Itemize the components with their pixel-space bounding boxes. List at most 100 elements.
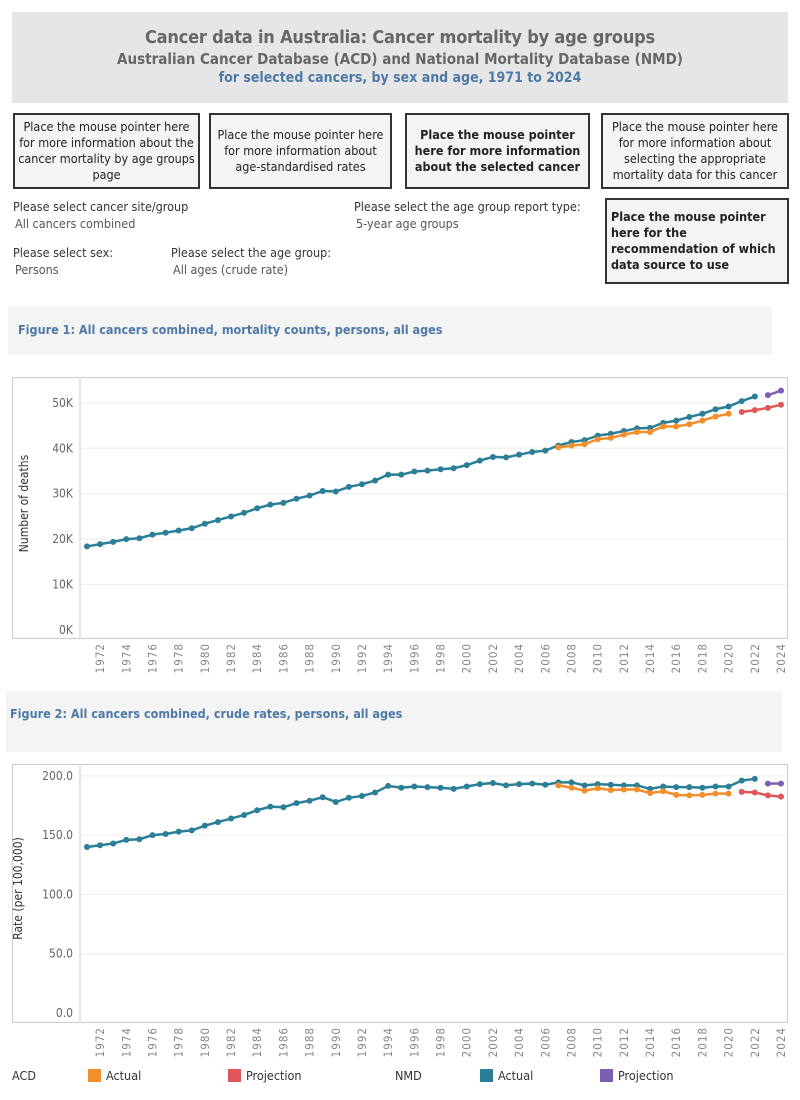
- sex-select[interactable]: Persons: [15, 262, 59, 277]
- data-point: [411, 783, 418, 790]
- data-point: [620, 431, 627, 438]
- data-point: [725, 410, 732, 417]
- series-line-acd-projection: [741, 403, 782, 414]
- data-point: [437, 466, 444, 473]
- x-tick-label: 1986: [276, 1027, 290, 1057]
- x-tick-label: 2014: [643, 643, 657, 673]
- x-tick-label: 2006: [538, 643, 552, 673]
- x-tick-label: 1988: [303, 1027, 317, 1057]
- x-tick-label: 2010: [591, 1027, 605, 1057]
- data-point: [254, 505, 261, 512]
- figure-1-title: Figure 1: All cancers combined, mortalit…: [8, 306, 772, 355]
- data-point: [372, 789, 379, 796]
- x-tick-label: 1998: [434, 1027, 448, 1057]
- data-point: [280, 804, 287, 811]
- info-text: Place the mouse pointer here for more in…: [217, 127, 384, 174]
- data-point: [555, 444, 562, 451]
- data-point: [673, 423, 680, 430]
- x-tick-label: 2022: [748, 643, 762, 673]
- data-point: [214, 819, 221, 826]
- data-point: [751, 789, 758, 796]
- y-tick-label: 30K: [52, 487, 74, 501]
- info-text: Place the mouse pointer here for the rec…: [611, 209, 776, 272]
- info-recommendation-tooltip[interactable]: Place the mouse pointer here for the rec…: [605, 198, 789, 284]
- data-point: [489, 779, 496, 786]
- cancer-site-select[interactable]: All cancers combined: [15, 216, 136, 231]
- cancer-site-label: Please select cancer site/group: [13, 199, 189, 214]
- y-tick-label: 20K: [52, 532, 74, 546]
- data-point: [555, 782, 562, 789]
- legend-acd-projection[interactable]: Projection: [246, 1068, 302, 1083]
- legend-acd-actual[interactable]: Actual: [106, 1068, 142, 1083]
- data-point: [345, 483, 352, 490]
- data-point: [699, 410, 706, 417]
- data-point: [489, 453, 496, 460]
- y-axis-title: Rate (per 100,000): [11, 837, 25, 940]
- x-tick-label: 1996: [407, 643, 421, 673]
- y-tick-label: 50K: [52, 396, 74, 410]
- legend-nmd-actual[interactable]: Actual: [498, 1068, 534, 1083]
- data-point: [620, 782, 627, 789]
- y-tick-label: 0.0: [56, 1006, 73, 1020]
- data-point: [764, 392, 771, 399]
- info-text: Place the mouse pointer here for more in…: [18, 119, 195, 182]
- data-point: [201, 520, 208, 527]
- data-point: [188, 827, 195, 834]
- x-tick-label: 2014: [643, 1027, 657, 1057]
- x-tick-label: 2004: [512, 1027, 526, 1057]
- data-point: [607, 434, 614, 441]
- legend-nmd-projection[interactable]: Projection: [618, 1068, 674, 1083]
- data-point: [175, 527, 182, 534]
- data-point: [476, 457, 483, 464]
- data-point: [712, 406, 719, 413]
- info-text: Place the mouse pointer here for more in…: [612, 119, 778, 182]
- figure-1-chart: 0K 10K 20K 30K 40K 50K Number of deaths 1972 197…: [17, 377, 788, 673]
- info-selected-cancer-tooltip[interactable]: Place the mouse pointer here for more in…: [405, 113, 590, 189]
- data-point: [542, 447, 549, 454]
- legend-nmd-projection-swatch: [600, 1069, 613, 1082]
- data-point: [358, 793, 365, 800]
- data-point: [725, 790, 732, 797]
- data-point: [398, 471, 405, 478]
- y-tick-label: 40K: [52, 441, 74, 455]
- data-point: [568, 779, 575, 786]
- x-tick-label: 1986: [276, 643, 290, 673]
- age-group-label: Please select the age group:: [171, 245, 332, 260]
- x-tick-label: 1994: [381, 643, 395, 673]
- age-group-select[interactable]: All ages (crude rate): [173, 262, 289, 277]
- data-point: [738, 408, 745, 415]
- data-point: [647, 790, 654, 797]
- x-tick-label: 2002: [486, 643, 500, 673]
- data-point: [712, 790, 719, 797]
- dashboard-header: Cancer data in Australia: Cancer mortali…: [12, 12, 788, 103]
- data-point: [607, 787, 614, 794]
- x-tick-label: 2008: [564, 643, 578, 673]
- x-tick-label: 1988: [303, 643, 317, 673]
- data-point: [385, 782, 392, 789]
- data-point: [201, 822, 208, 829]
- data-point: [228, 815, 235, 822]
- report-type-select[interactable]: 5-year age groups: [356, 216, 459, 231]
- figure-2-title: Figure 2: All cancers combined, crude ra…: [6, 691, 782, 752]
- data-point: [175, 828, 182, 835]
- x-tick-label: 1976: [145, 1027, 159, 1057]
- data-point: [398, 784, 405, 791]
- x-tick-label: 1990: [329, 643, 343, 673]
- x-tick-label: 1974: [119, 643, 133, 673]
- legend-acd-actual-swatch: [88, 1069, 101, 1082]
- data-point: [280, 499, 287, 506]
- x-tick-label: 2012: [617, 643, 631, 673]
- info-mortality-data-tooltip[interactable]: Place the mouse pointer here for more in…: [601, 113, 789, 189]
- info-asr-tooltip[interactable]: Place the mouse pointer here for more in…: [209, 113, 392, 189]
- data-point: [267, 803, 274, 810]
- x-tick-label: 2006: [538, 1027, 552, 1057]
- legend-acd-projection-swatch: [228, 1069, 241, 1082]
- data-point: [241, 509, 248, 516]
- data-point: [332, 798, 339, 805]
- data-point: [778, 793, 784, 800]
- data-point: [424, 784, 431, 791]
- data-point: [332, 488, 339, 495]
- data-point: [450, 465, 457, 472]
- info-page-tooltip[interactable]: Place the mouse pointer here for more in…: [13, 113, 200, 189]
- data-point: [136, 836, 143, 843]
